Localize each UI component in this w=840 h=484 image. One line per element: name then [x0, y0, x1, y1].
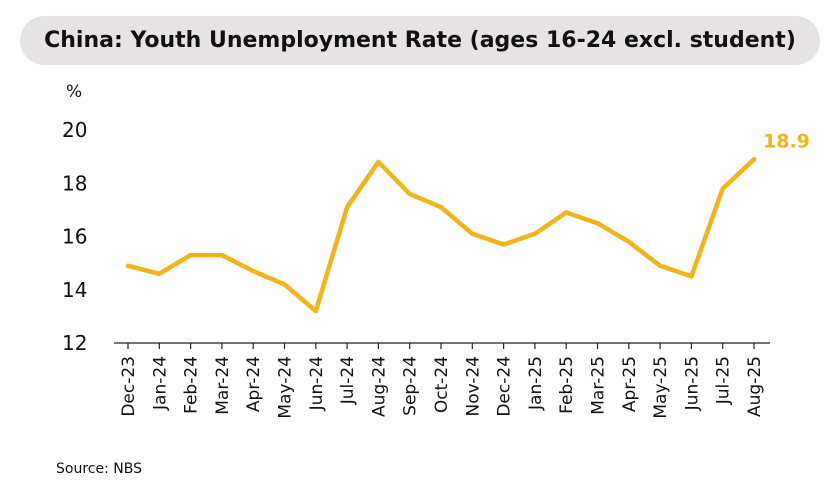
x-tick-label: Feb-24: [182, 356, 202, 414]
data-point: [125, 263, 131, 268]
x-tick-label: Mar-24: [213, 356, 233, 415]
chart-title: China: Youth Unemployment Rate (ages 16-…: [44, 28, 796, 53]
chart-title-banner: China: Youth Unemployment Rate (ages 16-…: [20, 16, 820, 65]
y-tick-label: 14: [62, 278, 87, 302]
data-point: [188, 252, 193, 258]
data-point: [564, 210, 569, 215]
x-tick-label: Jan-25: [526, 356, 546, 411]
x-tick-label: Aug-24: [369, 356, 389, 417]
x-tick-label: Aug-25: [745, 356, 765, 417]
y-tick-label: 20: [62, 118, 87, 142]
source-note: Source: NBS: [56, 461, 142, 477]
x-tick-label: Jul-25: [714, 356, 734, 405]
data-point: [657, 263, 663, 268]
data-point: [689, 274, 694, 279]
data-point: [470, 231, 475, 237]
end-value-label: 18.9: [763, 130, 810, 152]
x-tick-label: May-25: [651, 356, 671, 419]
y-tick-label: 12: [62, 331, 87, 355]
x-tick-label: May-24: [276, 356, 296, 419]
x-tick-label: Jan-24: [150, 356, 170, 411]
x-tick-label: Jun-24: [307, 356, 327, 411]
data-point: [251, 268, 256, 274]
y-tick-label: 16: [62, 225, 87, 249]
x-tick-label: Jul-24: [338, 356, 358, 405]
series-line: [125, 157, 757, 314]
data-point: [157, 271, 162, 276]
x-tick-label: Sep-24: [401, 356, 421, 416]
data-point: [344, 205, 350, 210]
x-tick-label: Oct-24: [432, 356, 452, 413]
data-point: [219, 252, 225, 258]
x-tick-label: Dec-23: [119, 356, 139, 417]
data-point: [595, 220, 600, 226]
data-point: [501, 242, 506, 247]
x-tick-label: Dec-24: [495, 356, 515, 417]
data-point: [282, 282, 287, 287]
x-tick-label: Jun-25: [682, 356, 702, 411]
data-point: [376, 159, 381, 165]
data-point: [532, 231, 538, 237]
data-point: [407, 191, 412, 197]
x-tick-label: Mar-25: [589, 356, 609, 415]
data-point: [438, 205, 444, 210]
y-axis-unit-label: %: [66, 82, 82, 102]
x-tick-label: Apr-25: [620, 356, 640, 412]
data-point: [720, 186, 725, 191]
x-tick-label: Feb-25: [557, 356, 577, 414]
data-point: [313, 308, 318, 314]
data-point: [751, 157, 757, 162]
y-tick-label: 18: [62, 171, 87, 195]
x-tick-label: Nov-24: [463, 356, 483, 417]
x-tick-label: Apr-24: [244, 356, 264, 412]
data-point: [626, 239, 631, 245]
